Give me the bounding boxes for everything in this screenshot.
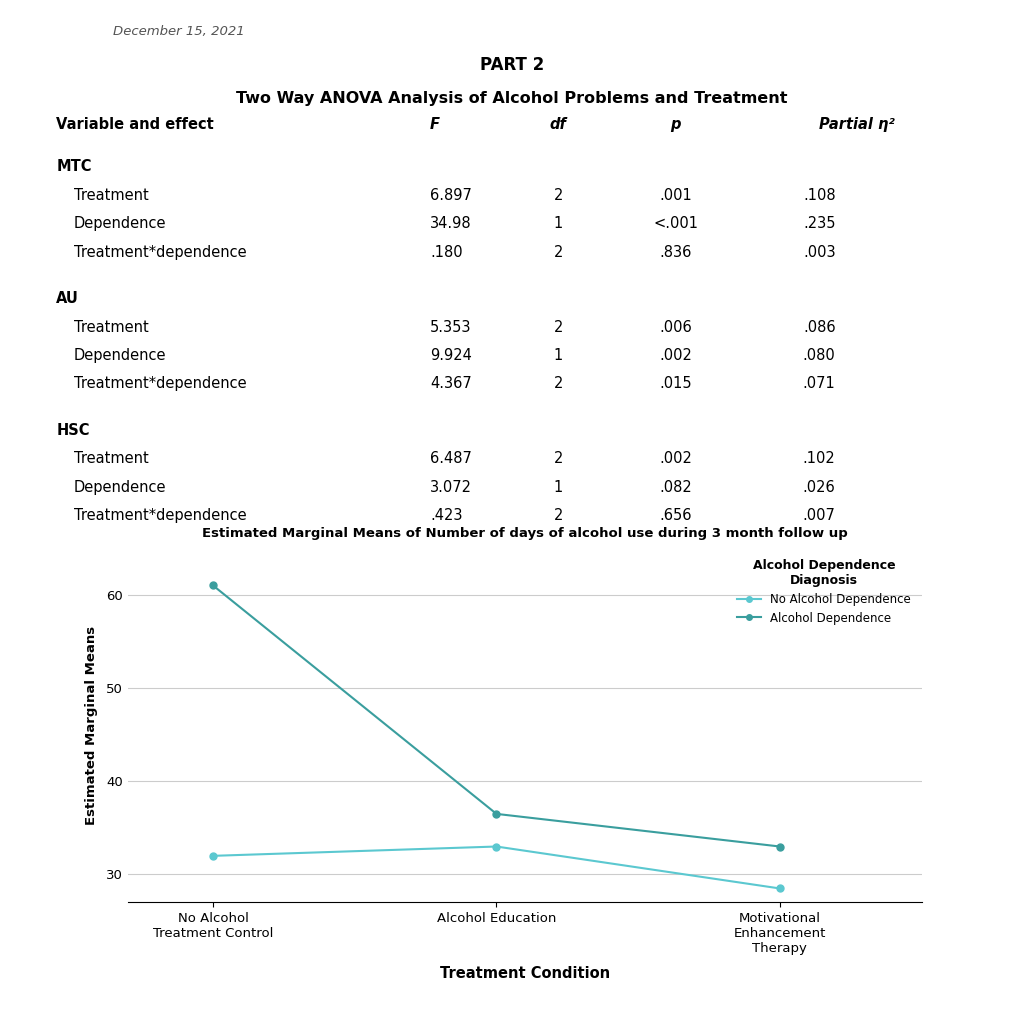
Text: 2: 2 <box>553 188 563 203</box>
Text: 1: 1 <box>553 216 563 231</box>
Text: <.001: <.001 <box>653 216 698 231</box>
Text: 1: 1 <box>553 480 563 495</box>
Text: 2: 2 <box>553 508 563 523</box>
Text: Treatment*dependence: Treatment*dependence <box>74 508 247 523</box>
Text: .108: .108 <box>803 188 836 203</box>
Text: Dependence: Dependence <box>74 216 166 231</box>
Text: .071: .071 <box>803 376 836 391</box>
Text: 2: 2 <box>553 319 563 335</box>
Text: 2: 2 <box>553 376 563 391</box>
Text: 2: 2 <box>553 244 563 260</box>
Text: HSC: HSC <box>56 423 90 438</box>
Text: .006: .006 <box>659 319 692 335</box>
Text: .082: .082 <box>659 480 692 495</box>
Text: Treatment*dependence: Treatment*dependence <box>74 244 247 260</box>
Text: AU: AU <box>56 291 79 306</box>
Text: 6.487: 6.487 <box>430 451 472 466</box>
Text: 5.353: 5.353 <box>430 319 472 335</box>
Text: Treatment: Treatment <box>74 451 148 466</box>
Text: 6.897: 6.897 <box>430 188 472 203</box>
Text: .015: .015 <box>659 376 692 391</box>
Text: Treatment*dependence: Treatment*dependence <box>74 376 247 391</box>
Text: Partial η²: Partial η² <box>819 117 895 132</box>
Text: 2: 2 <box>553 451 563 466</box>
Text: F: F <box>430 117 440 132</box>
X-axis label: Treatment Condition: Treatment Condition <box>439 966 610 982</box>
Text: .002: .002 <box>659 451 692 466</box>
Text: .836: .836 <box>659 244 692 260</box>
Text: .180: .180 <box>430 244 463 260</box>
Text: .001: .001 <box>659 188 692 203</box>
Y-axis label: Estimated Marginal Means: Estimated Marginal Means <box>85 626 98 824</box>
Text: 34.98: 34.98 <box>430 216 472 231</box>
Text: df: df <box>550 117 566 132</box>
Text: Dependence: Dependence <box>74 348 166 363</box>
Text: PART 2: PART 2 <box>480 56 544 74</box>
Text: p: p <box>671 117 681 132</box>
Text: .656: .656 <box>659 508 692 523</box>
Text: 4.367: 4.367 <box>430 376 472 391</box>
Text: MTC: MTC <box>56 159 92 174</box>
Text: .003: .003 <box>803 244 836 260</box>
Text: .086: .086 <box>803 319 836 335</box>
Text: Treatment: Treatment <box>74 319 148 335</box>
Text: 3.072: 3.072 <box>430 480 472 495</box>
Text: 9.924: 9.924 <box>430 348 472 363</box>
Text: Treatment: Treatment <box>74 188 148 203</box>
Text: .007: .007 <box>803 508 836 523</box>
Text: .002: .002 <box>659 348 692 363</box>
Text: .423: .423 <box>430 508 463 523</box>
Text: 1: 1 <box>553 348 563 363</box>
Text: .080: .080 <box>803 348 836 363</box>
Title: Estimated Marginal Means of Number of days of alcohol use during 3 month follow : Estimated Marginal Means of Number of da… <box>202 527 848 540</box>
Text: December 15, 2021: December 15, 2021 <box>113 25 245 39</box>
Text: .102: .102 <box>803 451 836 466</box>
Text: .235: .235 <box>803 216 836 231</box>
Text: .026: .026 <box>803 480 836 495</box>
Text: Two Way ANOVA Analysis of Alcohol Problems and Treatment: Two Way ANOVA Analysis of Alcohol Proble… <box>237 91 787 106</box>
Legend: No Alcohol Dependence, Alcohol Dependence: No Alcohol Dependence, Alcohol Dependenc… <box>732 554 915 630</box>
Text: Variable and effect: Variable and effect <box>56 117 214 132</box>
Text: Dependence: Dependence <box>74 480 166 495</box>
